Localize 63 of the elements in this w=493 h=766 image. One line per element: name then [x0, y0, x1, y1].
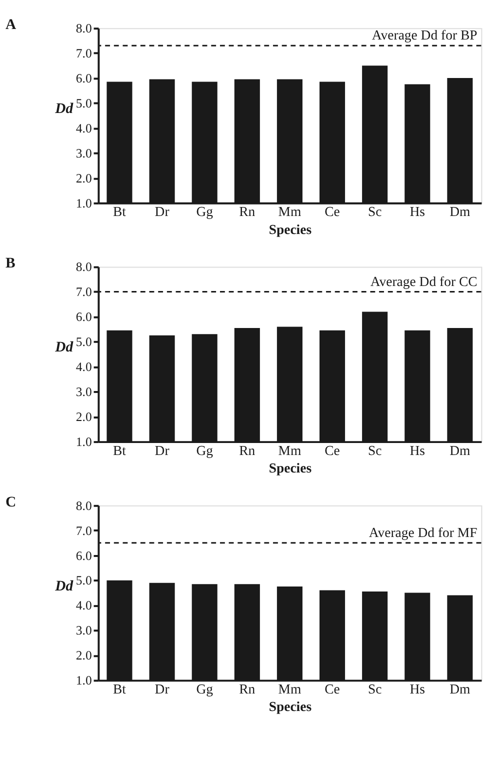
x-tick-label: Dm [450, 204, 471, 220]
x-tick-label: Rn [239, 681, 256, 696]
y-tick-label: 6.0 [76, 71, 92, 86]
y-tick-label: 7.0 [76, 524, 92, 538]
x-tick-label: Dr [154, 442, 170, 458]
x-tick-label: Hs [410, 681, 426, 696]
x-tick-label: Ce [324, 681, 340, 696]
x-axis-title: Species [268, 460, 312, 476]
x-tick-label: Gg [196, 442, 214, 458]
y-tick-label: 6.0 [76, 310, 92, 324]
y-tick-label: 3.0 [76, 624, 92, 638]
x-tick-label: Mm [278, 681, 302, 696]
chart-title: C [5, 494, 16, 510]
y-tick-label: 5.0 [76, 96, 92, 110]
ref-line-label: Average Dd for MF [368, 524, 478, 540]
y-tick-label: 1.0 [76, 196, 92, 210]
y-tick-label: 5.0 [76, 574, 92, 588]
y-tick-label: 3.0 [76, 146, 92, 160]
y-tick-label: 7.0 [76, 285, 92, 300]
ref-line-label: Average Dd for CC [370, 274, 478, 289]
y-tick-label: 4.0 [76, 360, 92, 374]
y-axis-title: Dd [54, 340, 74, 356]
y-tick-label: 8.0 [76, 260, 92, 274]
y-tick-label: 2.0 [76, 648, 92, 663]
y-tick-label: 4.0 [76, 121, 92, 136]
y-tick-label: 6.0 [76, 548, 92, 563]
y-tick-label: 7.0 [76, 46, 92, 61]
x-tick-label: Bt [112, 442, 126, 458]
y-tick-label: 2.0 [76, 410, 92, 424]
x-tick-label: Mm [278, 204, 302, 220]
y-axis-title: Dd [54, 101, 74, 118]
x-tick-label: Sc [368, 204, 382, 220]
x-tick-label: Hs [410, 204, 426, 220]
y-tick-label: 1.0 [76, 674, 92, 688]
x-tick-label: Dm [450, 442, 471, 458]
chart-title: A [5, 17, 16, 34]
y-tick-label: 1.0 [76, 434, 92, 449]
y-tick-label: 3.0 [76, 385, 92, 400]
y-axis-title: Dd [54, 578, 74, 594]
y-tick-label: 8.0 [76, 498, 92, 513]
x-tick-label: Bt [112, 204, 126, 220]
x-tick-label: Bt [112, 681, 126, 696]
x-tick-label: Sc [368, 442, 382, 458]
x-tick-label: Gg [196, 681, 214, 696]
y-tick-label: 5.0 [76, 335, 92, 350]
chart-title: B [5, 256, 16, 272]
x-tick-label: Rn [239, 442, 256, 458]
x-tick-label: Dr [154, 204, 170, 220]
x-tick-label: Dm [450, 681, 471, 696]
x-tick-label: Sc [368, 681, 382, 696]
x-tick-label: Ce [324, 204, 340, 220]
x-tick-label: Mm [278, 442, 302, 458]
x-tick-label: Hs [410, 442, 426, 458]
y-tick-label: 2.0 [76, 171, 92, 186]
x-tick-label: Dr [154, 681, 170, 696]
y-tick-label: 8.0 [76, 22, 92, 36]
x-tick-label: Rn [239, 204, 256, 220]
x-axis-title: Species [268, 222, 312, 237]
x-tick-label: Gg [196, 204, 214, 220]
x-axis-title: Species [268, 699, 312, 714]
y-tick-label: 4.0 [76, 598, 92, 613]
x-tick-label: Ce [324, 442, 340, 458]
ref-line-label: Average Dd for BP [372, 28, 478, 43]
